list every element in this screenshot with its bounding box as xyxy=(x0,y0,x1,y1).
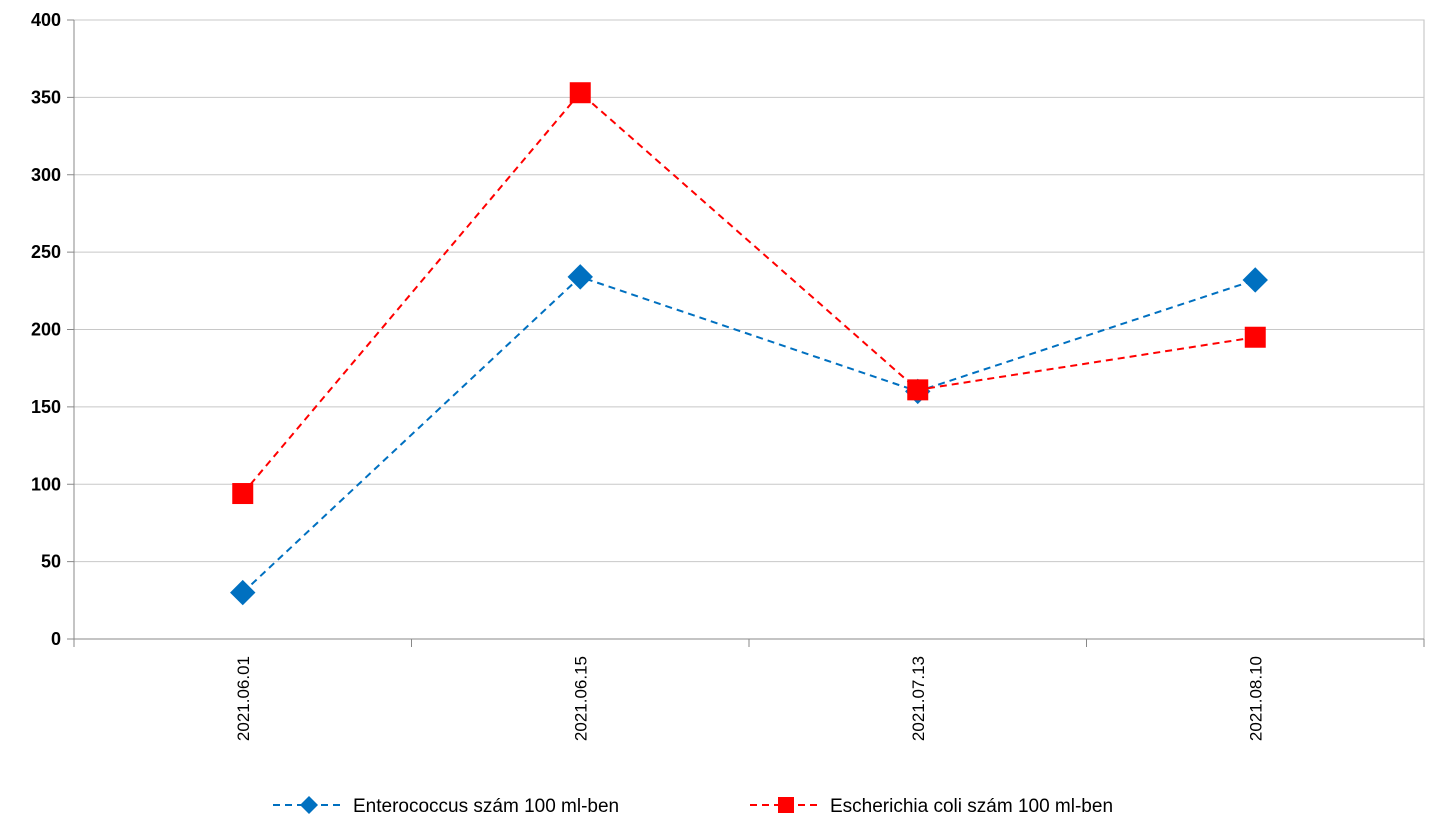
y-tick-label: 400 xyxy=(31,10,61,30)
legend-marker-square xyxy=(778,797,794,813)
data-point-square xyxy=(907,379,929,401)
x-tick-label: 2021.06.01 xyxy=(234,656,253,741)
y-tick-label: 300 xyxy=(31,165,61,185)
series-2 xyxy=(232,82,1266,505)
legend: Enterococcus szám 100 ml-ben Escherichia … xyxy=(273,796,1113,816)
y-tick-label: 150 xyxy=(31,397,61,417)
data-point-diamond xyxy=(1242,267,1268,293)
series-1 xyxy=(230,264,1268,606)
axes xyxy=(67,19,1425,647)
x-axis-ticks: 2021.06.01 2021.06.15 2021.07.13 2021.08.10 xyxy=(234,656,1266,741)
series-layer xyxy=(230,82,1268,606)
gridlines xyxy=(73,19,1425,640)
x-tick-label: 2021.08.10 xyxy=(1246,656,1265,741)
y-tick-label: 200 xyxy=(31,320,61,340)
y-axis-ticks: 0 50 100 150 200 250 300 350 400 xyxy=(31,10,61,649)
data-point-diamond xyxy=(567,264,593,290)
legend-label: Escherichia coli szám 100 ml-ben xyxy=(830,796,1113,816)
x-tick-label: 2021.06.15 xyxy=(571,656,590,741)
data-point-square xyxy=(1244,326,1266,348)
y-tick-label: 0 xyxy=(51,629,61,649)
legend-item-1: Enterococcus szám 100 ml-ben xyxy=(273,796,619,816)
x-tick-label: 2021.07.13 xyxy=(909,656,928,741)
y-tick-label: 100 xyxy=(31,474,61,494)
y-tick-label: 350 xyxy=(31,87,61,107)
series-line xyxy=(242,275,1256,594)
legend-item-2: Escherichia coli szám 100 ml-ben xyxy=(750,796,1113,816)
legend-marker-diamond xyxy=(300,796,318,814)
data-point-square xyxy=(569,82,591,104)
y-tick-label: 50 xyxy=(41,552,61,572)
data-point-diamond xyxy=(230,579,256,606)
legend-label: Enterococcus szám 100 ml-ben xyxy=(353,796,619,816)
data-point-square xyxy=(232,483,254,505)
series-line xyxy=(241,91,1256,495)
y-tick-label: 250 xyxy=(31,242,61,262)
